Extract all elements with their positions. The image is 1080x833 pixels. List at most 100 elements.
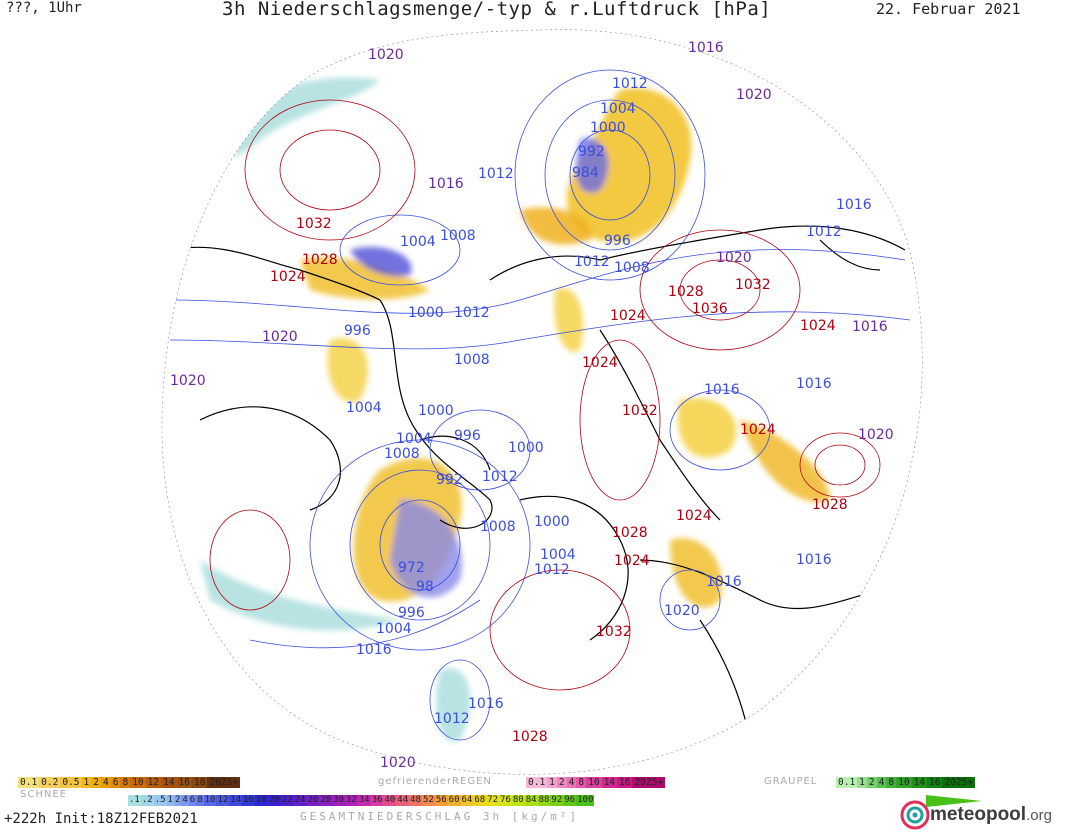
isobar-label: 1008 (454, 352, 490, 368)
legend-swatch: 1 (166, 795, 174, 806)
snow-title: SCHNEE (20, 789, 67, 800)
legend-swatch: 16 (927, 777, 943, 788)
legend-swatch: 92 (550, 795, 564, 806)
legend-swatch: 88 (537, 795, 551, 806)
legend-swatch: 16 (617, 777, 633, 788)
isobar-label: 1032 (735, 277, 771, 293)
legend-swatch: 96 (563, 795, 577, 806)
isobar-label: 1016 (796, 376, 832, 392)
legend-swatch: 4 (181, 795, 189, 806)
isobar-label: 1000 (408, 305, 444, 321)
legend-swatch: 1 (547, 777, 557, 788)
isobar-label: 984 (572, 165, 599, 181)
legend-swatch: 56 (434, 795, 448, 806)
total-precip-title: GESAMTNIEDERSCHLAG 3h [kg/m²] (300, 810, 580, 823)
forecast-init: +222h Init:18Z12FEB2021 (4, 811, 198, 827)
freezing-rain-title: gefrierenderREGEN (378, 776, 492, 787)
isobar-label: 1000 (534, 514, 570, 530)
legend-swatch: 68 (473, 795, 487, 806)
isobar-label: 1004 (396, 431, 432, 447)
isobar-label: 996 (398, 605, 425, 621)
isobar-label: 1016 (852, 319, 888, 335)
graupel-title: GRAUPEL (764, 776, 818, 787)
pressure-labels: 1020 101610121004100099298410201016101210… (170, 40, 894, 771)
isobar-label: 1016 (468, 696, 504, 712)
legend-swatch: .1 (128, 795, 141, 806)
legend-swatch: 60 (447, 795, 461, 806)
isobar-label: 1016 (688, 40, 724, 56)
legend-swatch: 2 (866, 777, 877, 788)
legend-swatch: .5 (153, 795, 167, 806)
isobar-label: 1020 (262, 329, 298, 345)
coastlines (169, 225, 906, 741)
legend-swatch: 34 (357, 795, 371, 806)
isobar-label: 1016 (428, 176, 464, 192)
isobar-label: 1012 (454, 305, 490, 321)
legend-swatch: 1 (857, 777, 867, 788)
isobar-label: 1020 (368, 47, 404, 63)
legend-swatch: 14 (911, 777, 928, 788)
legend-swatch: 64 (460, 795, 474, 806)
legend-swatch: 40 (383, 795, 397, 806)
isobar-label: 1000 (508, 440, 544, 456)
forecast-day-label: ???, 1Uhr (6, 0, 82, 16)
isobar-label: 1004 (600, 101, 636, 117)
legend-swatch: 0.1 (526, 777, 548, 788)
isobar-label: 1032 (296, 216, 332, 232)
snow-legend: .1.2.5 1 2 4 6 8 10 12 14 16 18 20 22 24 26 28 30 32 34 36 4… (128, 795, 595, 806)
legend-swatch: 0.1 (18, 777, 40, 788)
isobar-label: 1012 (574, 254, 610, 270)
legend-swatch: 0.1 (836, 777, 858, 788)
isobar-label: 992 (436, 472, 463, 488)
isobar-label: 1004 (400, 234, 436, 250)
isobar-label: 1028 (668, 284, 704, 300)
isobars-high (209, 99, 881, 691)
legend-swatch: 10 (130, 777, 146, 788)
isobar-label: 1024 (676, 508, 712, 524)
legend-swatch: 10 (896, 777, 912, 788)
isobar-label: 1004 (376, 621, 412, 637)
legend-swatch: 4 (876, 777, 887, 788)
isobar-label: 1036 (692, 301, 728, 317)
isobar-label: 996 (344, 323, 371, 339)
legend-swatch: 2 (91, 777, 101, 788)
map-title: 3h Niederschlagsmenge/-typ & r.Luftdruck… (222, 0, 772, 20)
legend-swatch: 22 (280, 795, 294, 806)
isobar-label: 1008 (614, 260, 650, 276)
isobar-label: 1028 (302, 252, 338, 268)
isobar-label: 1024 (614, 553, 650, 569)
isobar-label: 1012 (478, 166, 514, 182)
isobar-label: 1020 (380, 755, 416, 771)
legend-swatch: 36 (370, 795, 384, 806)
legend-swatch: .2 (140, 795, 154, 806)
isobar-label: 1008 (440, 228, 476, 244)
legend-swatch: 8 (120, 777, 131, 788)
legend-swatch: 80 (511, 795, 525, 806)
isobar-label: 996 (454, 428, 481, 444)
meteopool-logo[interactable]: meteopool.org (900, 800, 1052, 830)
legend-swatch: 0.2 (39, 777, 61, 788)
isobar-label: 1020 (858, 427, 894, 443)
legend-swatch: 28 (319, 795, 333, 806)
isobar-label: 1020 (736, 87, 772, 103)
meteopool-logo-text: meteopool.org (930, 804, 1052, 825)
legend-swatch: 20 (267, 795, 281, 806)
isobar-label: 1016 (704, 382, 740, 398)
isobar-label: 1012 (806, 224, 842, 240)
isobar-label: 1024 (610, 308, 646, 324)
legend-swatch: 2 (173, 795, 182, 806)
isobar-label: 996 (604, 233, 631, 249)
legend-swatch: 84 (524, 795, 538, 806)
legend-swatch: 72 (486, 795, 500, 806)
legend-swatch: 12 (145, 777, 162, 788)
legend-swatch: 2025+ (942, 777, 976, 788)
legend-swatch: 100 (576, 795, 595, 806)
isobar-label: 1000 (418, 403, 454, 419)
legend-swatch: 8 (576, 777, 587, 788)
legend-swatch: 48 (409, 795, 422, 806)
legend-swatch: 8 (196, 795, 204, 806)
isobar-label: 1020 (716, 250, 752, 266)
legend-swatch: 44 (396, 795, 410, 806)
isobar-label: 98 (416, 579, 434, 595)
legend-swatch: 6 (188, 795, 197, 806)
